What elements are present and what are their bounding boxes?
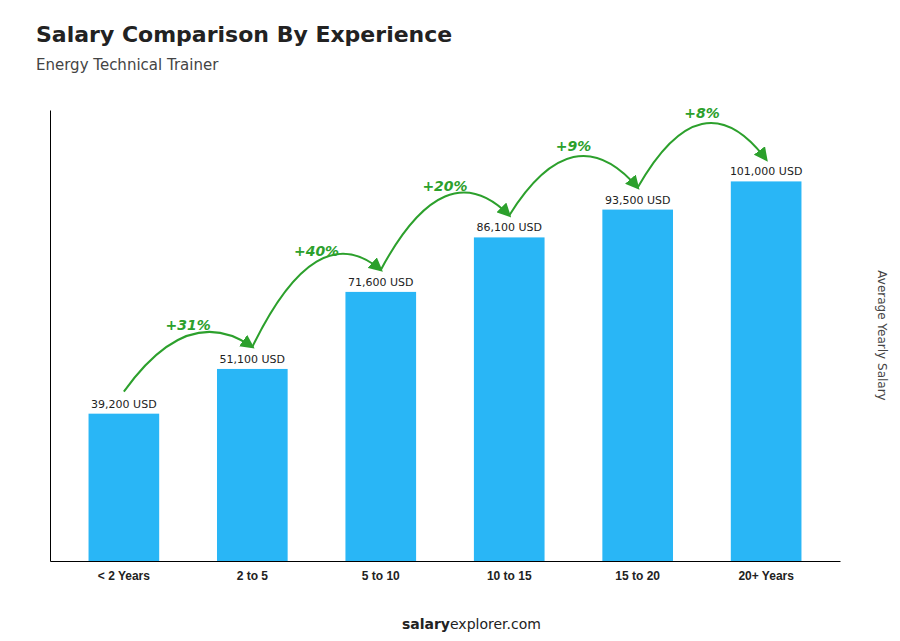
subtitle: Energy Technical Trainer [36,56,219,74]
change-arcs [124,123,766,392]
annotations: +31% +40% +20% +9% +8% [165,105,719,333]
change-arc [252,254,380,347]
title: Salary Comparison By Experience [36,22,452,47]
footer: explorer.com [450,616,541,632]
data-label: 71,600 USD [348,276,414,289]
annotation: +31% [165,317,210,333]
x-tick: < 2 Years [98,561,150,583]
x-tick: 2 to 5 [237,561,269,583]
change-arc [638,123,766,188]
plot: < 2 Years 2 to 5 5 to 10 10 to 15 15 to 20 20… [51,105,841,583]
y-axis-line [50,111,51,562]
change-arc [124,332,252,392]
x-tick-label: 10 to 15 [487,569,532,583]
bar [602,210,673,561]
bar [345,292,416,561]
y-axis-title: Average Yearly Salary [875,270,889,400]
data-label: 51,100 USD [220,353,286,366]
data-label: 93,500 USD [605,194,671,207]
x-tick: 20+ Years [738,561,794,583]
bar [474,237,545,561]
data-label: 39,200 USD [91,398,157,411]
change-arc [381,193,509,270]
x-tick: 15 to 20 [615,561,660,583]
data-label: 101,000 USD [730,165,803,178]
x-tick: 5 to 10 [362,561,400,583]
bars [89,181,802,561]
x-tick-label: 2 to 5 [237,569,269,583]
annotation: +40% [294,243,339,259]
y-axis [50,111,51,562]
x-axis-line [51,561,841,562]
bar [217,369,288,561]
x-axis: < 2 Years 2 to 5 5 to 10 10 to 15 15 to 20 20… [51,561,841,583]
x-tick: 10 to 15 [487,561,532,583]
annotation: +20% [422,178,467,194]
data-label: 86,100 USD [476,221,542,234]
x-tick-label: < 2 Years [98,569,150,583]
annotation: +9% [556,138,592,154]
footer: salary [402,616,450,632]
x-tick-label: 5 to 10 [362,569,400,583]
change-arc [509,156,637,215]
chart: Salary Comparison By Experience Energy Te… [0,0,900,641]
x-tick-label: 15 to 20 [615,569,660,583]
data-labels: 39,200 USD 51,100 USD 71,600 USD 86,100 USD… [91,165,802,410]
x-tick-label: 20+ Years [738,569,794,583]
annotation: +8% [684,105,720,121]
bar [89,414,160,561]
bar [731,181,802,561]
